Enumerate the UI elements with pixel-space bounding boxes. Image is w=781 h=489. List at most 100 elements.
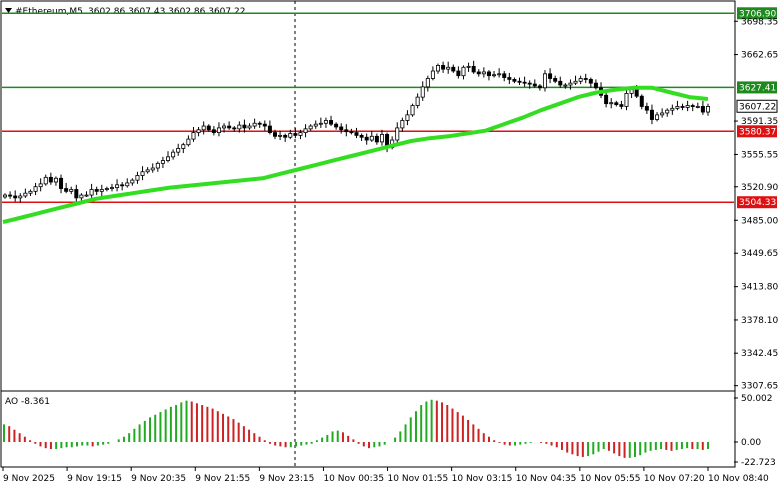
candle-body bbox=[89, 189, 94, 196]
candle-body bbox=[53, 177, 58, 183]
price-tick-label: 3698.35 bbox=[741, 17, 778, 27]
time-tick-label: 9 Nov 20:35 bbox=[131, 474, 186, 484]
level-tag bbox=[737, 125, 777, 138]
candle-body bbox=[410, 105, 415, 116]
level-tag bbox=[737, 7, 777, 20]
candle-body bbox=[374, 135, 379, 143]
level-tag-label: 3627.41 bbox=[739, 83, 776, 93]
candle-body bbox=[171, 151, 176, 158]
candles bbox=[3, 60, 711, 203]
candle-body bbox=[441, 65, 446, 70]
candle-body bbox=[527, 82, 532, 85]
candle-body bbox=[278, 134, 283, 137]
time-tick-label: 10 Nov 03:15 bbox=[452, 474, 513, 484]
candle-body bbox=[23, 192, 28, 197]
candle-body bbox=[38, 183, 43, 188]
candle-body bbox=[700, 106, 705, 113]
candle-body bbox=[349, 131, 354, 134]
candle-body bbox=[573, 80, 578, 84]
candle-body bbox=[181, 144, 186, 149]
candle-body bbox=[420, 86, 425, 98]
candle-body bbox=[644, 106, 649, 111]
candle-body bbox=[497, 73, 502, 76]
candle-body bbox=[405, 114, 410, 121]
candle-body bbox=[33, 186, 38, 192]
candle-body bbox=[252, 122, 257, 127]
horizontal-levels: 3706.90 3627.41 3580.37 3504.33 3607.22 bbox=[2, 7, 778, 209]
time-tick-label: 10 Nov 07:20 bbox=[644, 474, 705, 484]
candle-body bbox=[415, 96, 420, 106]
price-tick-label: 3485.00 bbox=[741, 216, 778, 226]
candle-body bbox=[649, 109, 654, 120]
candle-body bbox=[64, 188, 69, 192]
time-tick-label: 9 Nov 19:15 bbox=[67, 474, 122, 484]
candle-body bbox=[436, 65, 441, 72]
ao-panel-frame bbox=[0, 390, 736, 468]
candle-body bbox=[517, 80, 522, 83]
candle-body bbox=[176, 148, 181, 153]
candle-body bbox=[593, 82, 598, 89]
time-tick-label: 10 Nov 00:35 bbox=[323, 474, 384, 484]
candle-body bbox=[492, 74, 497, 77]
candle-body bbox=[79, 194, 84, 199]
candle-body bbox=[257, 122, 262, 125]
candle-body bbox=[109, 187, 114, 190]
candle-body bbox=[695, 106, 700, 108]
price-axis: 3698.35 3662.65 3591.35 3555.55 3520.90 3485.… bbox=[734, 17, 778, 392]
candle-body bbox=[145, 169, 150, 173]
candle-body bbox=[18, 195, 23, 199]
candle-body bbox=[155, 162, 160, 169]
candle-body bbox=[323, 120, 328, 124]
candle-body bbox=[685, 105, 690, 108]
candle-body bbox=[298, 132, 303, 136]
candle-body bbox=[227, 125, 232, 129]
candle-body bbox=[272, 132, 277, 137]
candle-body bbox=[507, 77, 512, 80]
time-tick-label: 10 Nov 04:35 bbox=[516, 474, 577, 484]
candle-body bbox=[216, 127, 221, 133]
candle-body bbox=[201, 125, 206, 131]
candle-body bbox=[186, 138, 191, 146]
ohlc-readout: 3602.86 3607.43 3602.86 3607.22 bbox=[88, 7, 245, 17]
level-tag bbox=[737, 196, 777, 209]
candle-body bbox=[3, 194, 8, 198]
candle-body bbox=[430, 70, 435, 79]
candle-body bbox=[568, 82, 573, 86]
price-tick-label: 3520.90 bbox=[741, 183, 778, 193]
candle-body bbox=[313, 123, 318, 127]
price-tick-label: 3449.65 bbox=[741, 249, 778, 259]
time-axis: 9 Nov 2025 9 Nov 19:15 9 Nov 20:35 9 Nov 21… bbox=[2, 467, 769, 484]
candle-body bbox=[563, 84, 568, 87]
candle-body bbox=[69, 189, 74, 192]
candle-body bbox=[288, 133, 293, 138]
ma-series-line bbox=[2, 85, 709, 225]
candle-body bbox=[104, 188, 109, 190]
time-tick-label: 9 Nov 23:15 bbox=[259, 474, 314, 484]
candle-body bbox=[655, 114, 660, 120]
ao-tick-label: 0.00 bbox=[741, 438, 761, 448]
candle-body bbox=[74, 189, 79, 199]
candle-body bbox=[140, 171, 145, 176]
candle-body bbox=[624, 93, 629, 107]
candle-body bbox=[115, 184, 120, 189]
candle-body bbox=[379, 134, 384, 143]
candle-body bbox=[262, 123, 267, 127]
candle-body bbox=[553, 78, 558, 82]
menu-triangle-icon[interactable] bbox=[5, 8, 12, 13]
candle-body bbox=[395, 127, 400, 141]
level-tag-label: 3504.33 bbox=[739, 198, 776, 208]
time-tick-label: 10 Nov 01:55 bbox=[388, 474, 449, 484]
candle-body bbox=[267, 125, 272, 133]
candle-body bbox=[334, 123, 339, 128]
moving-average bbox=[2, 85, 709, 225]
candle-body bbox=[318, 122, 323, 125]
candle-body bbox=[548, 73, 553, 79]
candle-body bbox=[706, 106, 711, 113]
candle-body bbox=[604, 94, 609, 105]
candle-body bbox=[354, 132, 359, 136]
candle-body bbox=[486, 71, 491, 77]
level-tag-label: 3706.90 bbox=[739, 9, 776, 19]
candle-body bbox=[609, 102, 614, 105]
candle-body bbox=[211, 129, 216, 133]
candle-body bbox=[8, 194, 13, 197]
